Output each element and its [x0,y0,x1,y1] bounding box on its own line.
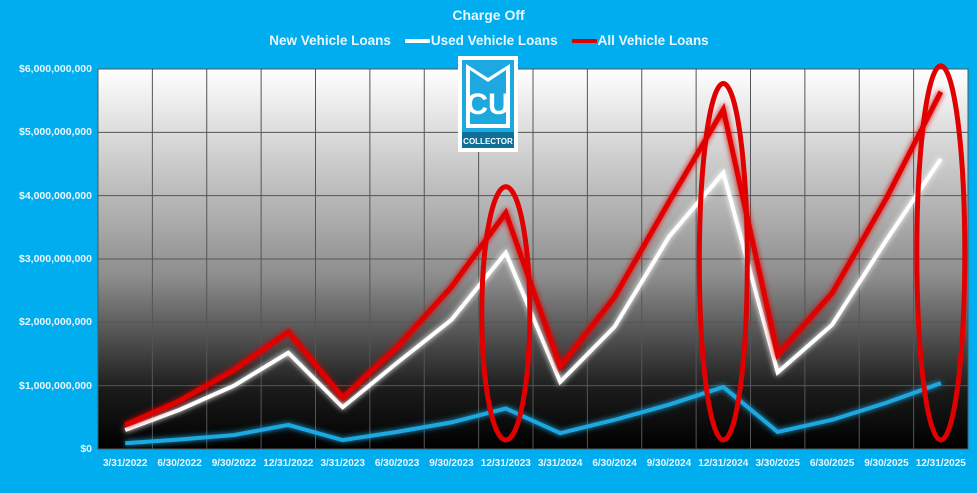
y-axis-labels: $0 $1,000,000,000 $2,000,000,000 $3,000,… [0,0,92,493]
x-tick-label: 12/31/2025 [915,458,966,469]
legend-label-used: Used Vehicle Loans [430,33,558,48]
logo-text: COLLECTOR [463,137,513,146]
series-line-all-vehicle-loans [124,90,944,428]
x-tick-label: 6/30/2023 [374,458,420,469]
legend-label-all: All Vehicle Loans [597,33,709,48]
highlight-ellipse [696,81,750,443]
x-tick-label: 9/30/2022 [211,458,257,469]
x-tick-label: 3/30/2025 [755,458,800,469]
legend-item-used: Used Vehicle Loans [391,33,558,48]
y-tick-1: $1,000,000,000 [19,380,92,392]
x-tick-label: 12/31/2022 [263,458,314,469]
series-line-used-vehicle-loans [124,157,943,432]
chart-title: Charge Off [452,7,525,23]
y-tick-5: $5,000,000,000 [19,126,92,138]
legend-item-all: All Vehicle Loans [558,33,709,48]
y-tick-2: $2,000,000,000 [19,316,92,328]
x-tick-label: 9/30/2023 [429,458,474,469]
chart-legend: New Vehicle Loans Used Vehicle Loans All… [0,33,977,48]
logo-monogram: CU [466,88,509,121]
x-tick-label: 9/30/2025 [864,458,909,469]
highlight-ellipses [479,63,968,443]
x-tick-label: 9/30/2024 [646,458,692,469]
highlight-ellipse [914,63,968,443]
x-tick-label: 6/30/2024 [592,458,637,469]
series-line-new-vehicle-loans [125,381,942,446]
cu-collector-logo: CU COLLECTOR [458,56,518,152]
y-tick-3: $3,000,000,000 [19,253,92,265]
x-tick-label: 3/31/2022 [102,458,148,469]
y-tick-4: $4,000,000,000 [19,190,92,202]
highlight-ellipse [479,184,533,443]
legend-swatch-all [571,38,597,43]
gridlines [98,69,968,449]
y-tick-6: $6,000,000,000 [19,63,92,75]
legend-item-new: New Vehicle Loans [268,33,391,48]
x-tick-label: 12/31/2024 [698,458,749,469]
x-tick-label: 6/30/2022 [157,458,202,469]
legend-label-new: New Vehicle Loans [269,33,391,48]
x-tick-label: 6/30/2025 [809,458,855,469]
x-tick-label: 3/31/2023 [320,458,365,469]
y-tick-0: $0 [80,443,92,455]
x-tick-label: 12/31/2023 [480,458,531,469]
legend-swatch-used [404,38,430,43]
series-lines [124,90,944,446]
x-tick-label: 3/31/2024 [537,458,583,469]
